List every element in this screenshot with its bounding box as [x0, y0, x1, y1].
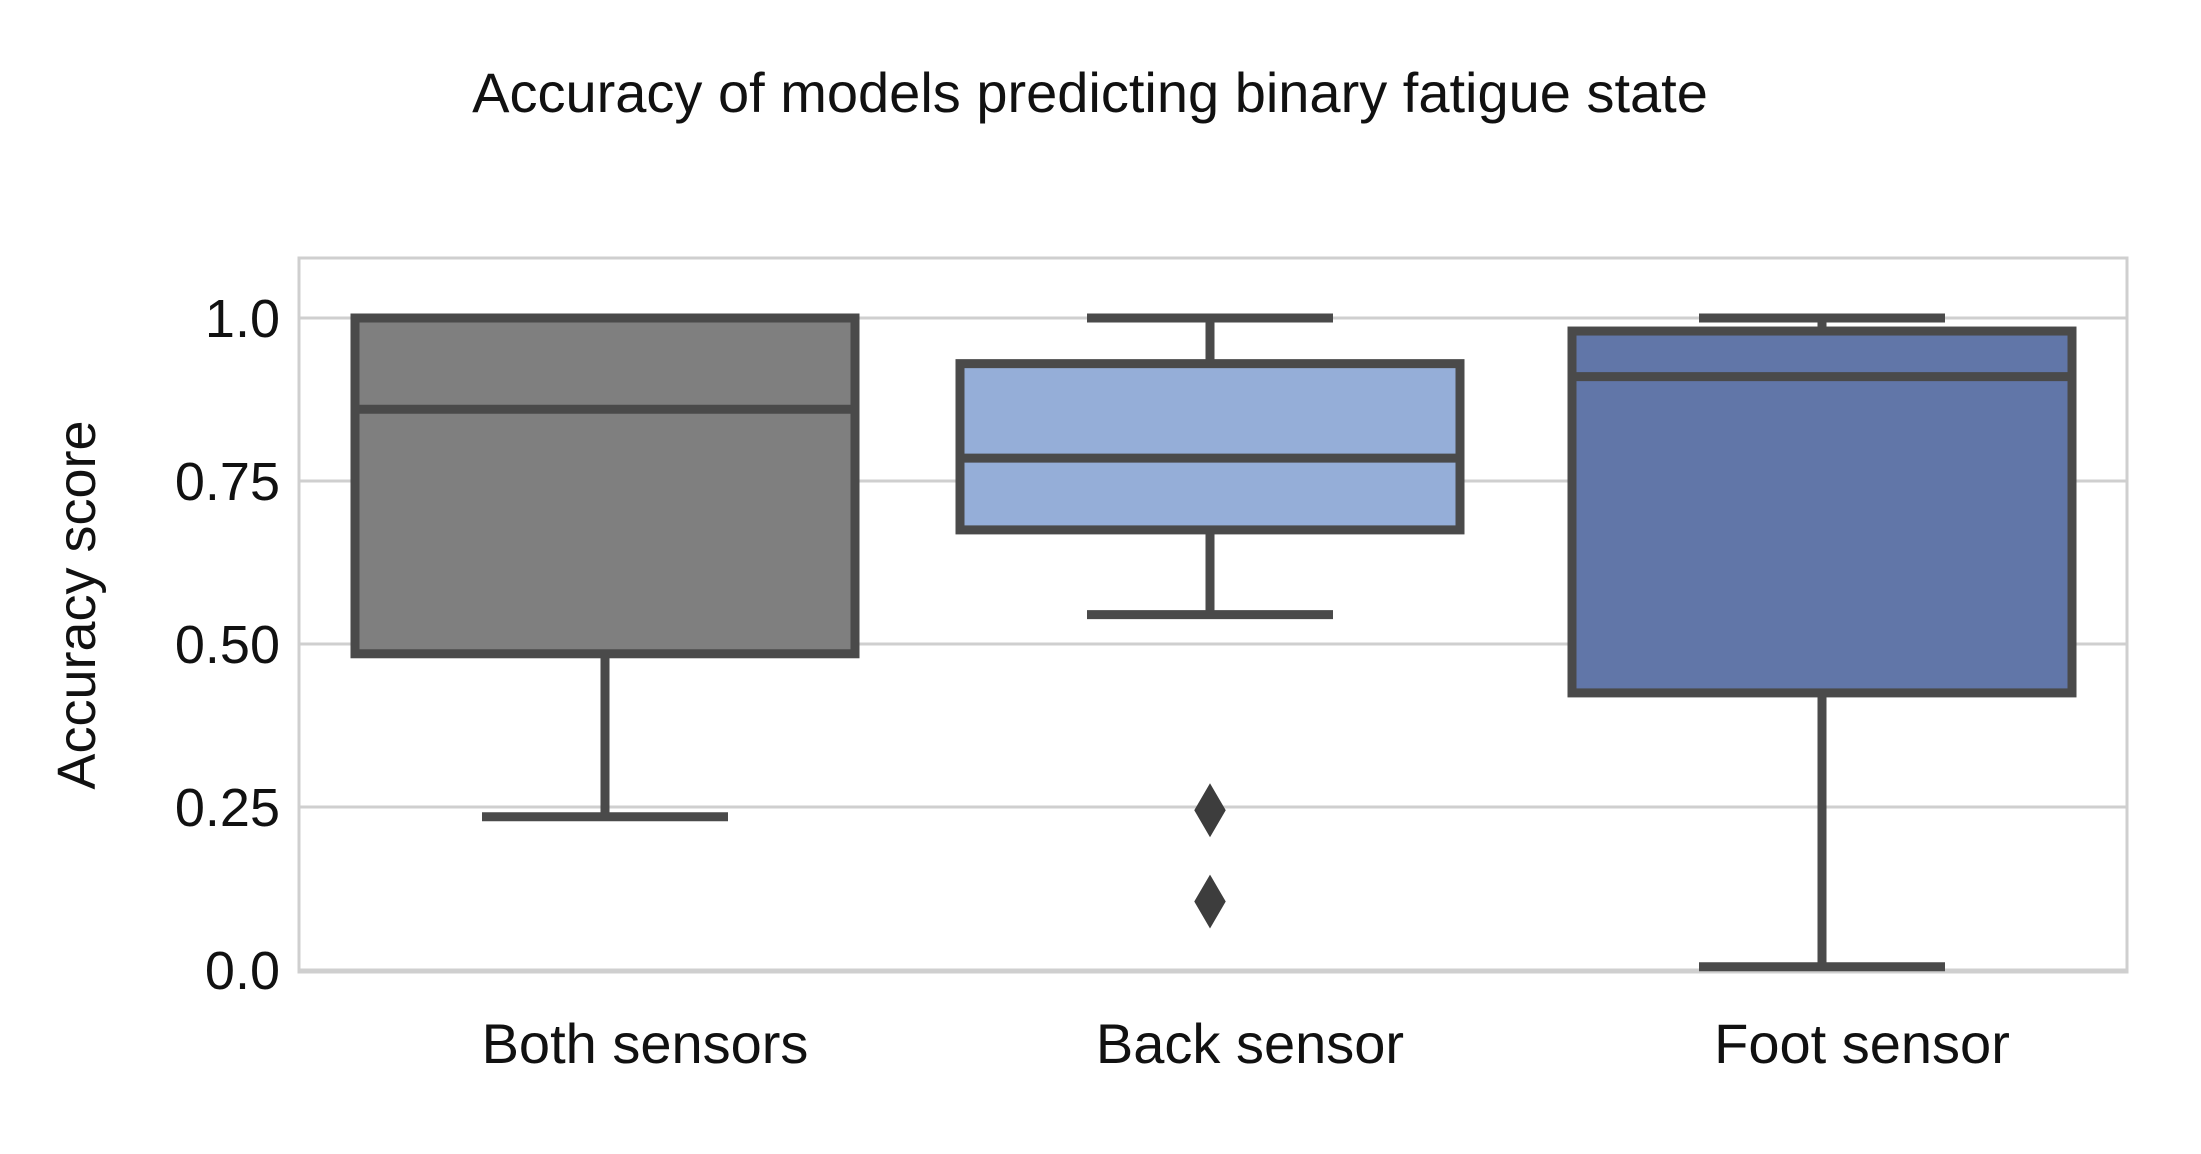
y-tick-label-2: 0.50 [175, 615, 280, 675]
outlier-1-0 [1194, 783, 1226, 838]
x-tick-label-0: Both sensors [482, 1012, 809, 1075]
box-1 [955, 313, 1465, 929]
y-tick-label-0: 0.0 [205, 941, 280, 1001]
y-tick-label-1: 0.25 [175, 778, 280, 838]
y-tick-label-4: 1.0 [205, 289, 280, 349]
box-2 [1567, 313, 2077, 972]
y-axis-label: Accuracy score [47, 420, 107, 789]
x-tick-label-1: Back sensor [1096, 1012, 1404, 1075]
outlier-1-1 [1194, 874, 1226, 929]
x-tick-label-2: Foot sensor [1714, 1012, 2010, 1075]
chart-title: Accuracy of models predicting binary fat… [472, 61, 1708, 124]
axes: 0.0 0.25 0.50 0.75 1.0 Both sensors Back senso… [175, 289, 2010, 1075]
box-body-2 [1567, 326, 2077, 698]
y-tick-label-3: 0.75 [175, 452, 280, 512]
box-0 [350, 313, 860, 822]
box-body-1 [955, 359, 1465, 535]
box-body-0 [350, 313, 860, 659]
boxes [350, 313, 2077, 972]
